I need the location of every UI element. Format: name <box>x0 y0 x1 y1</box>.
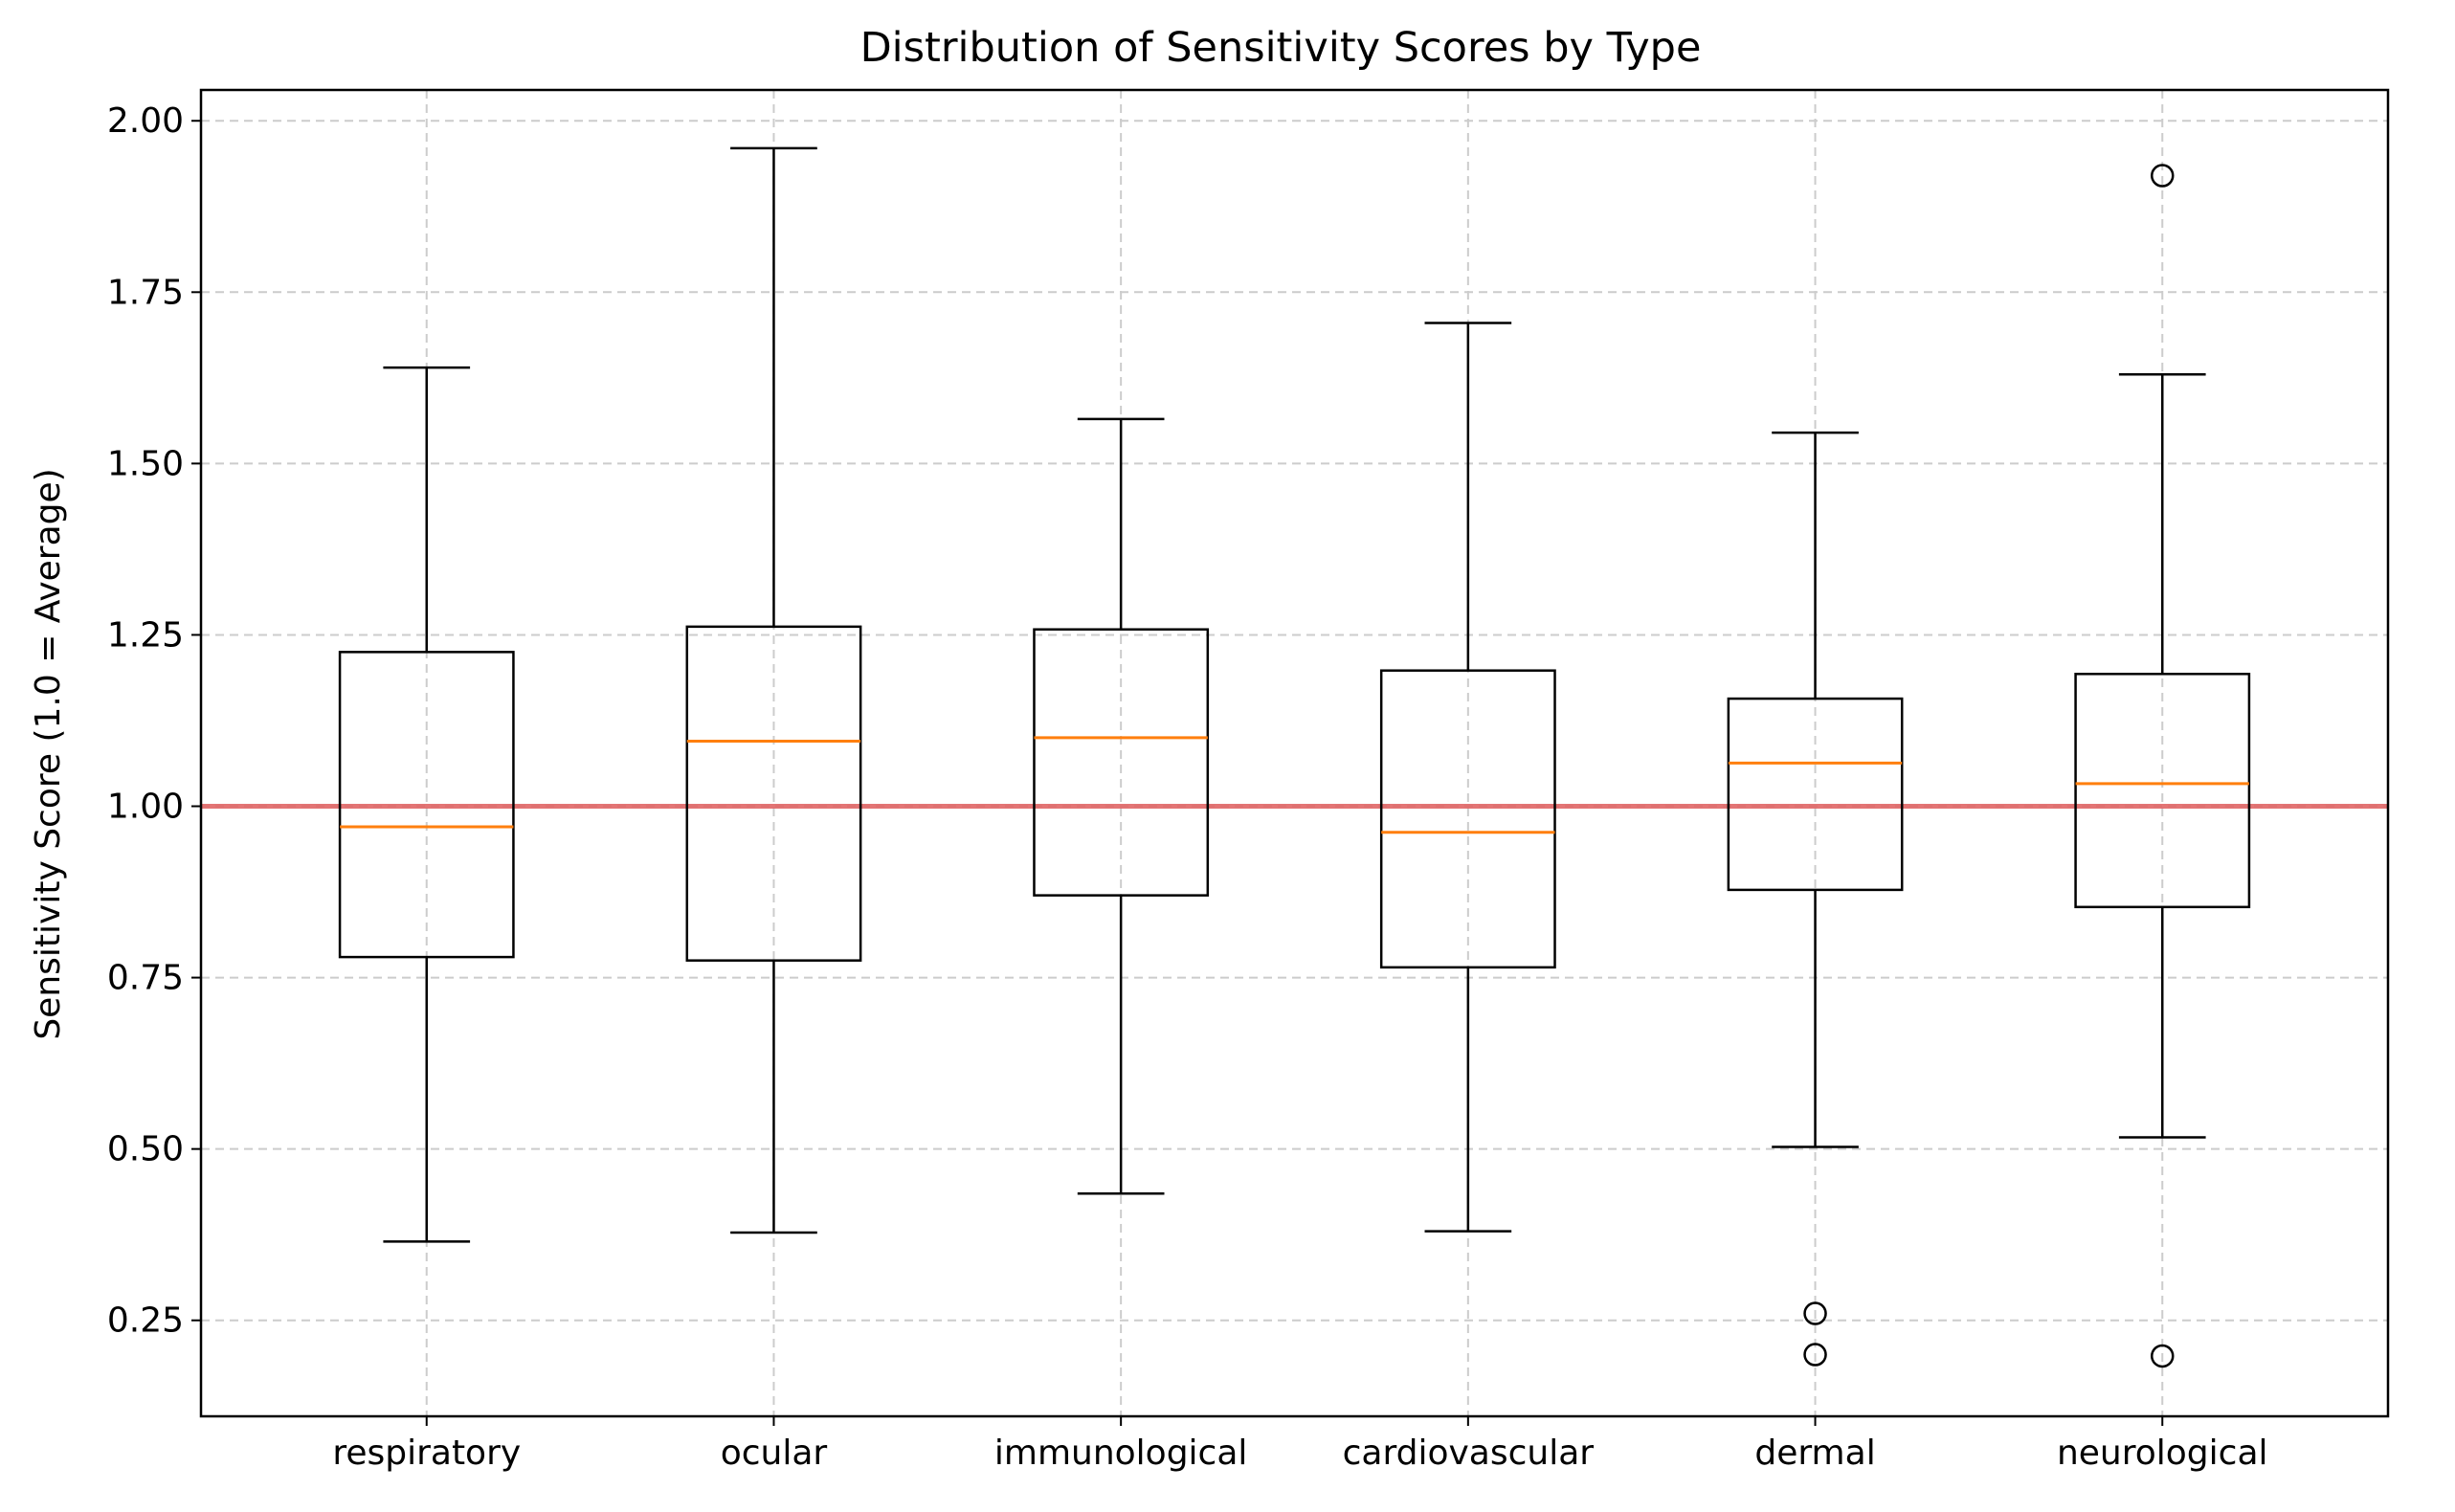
x-tick-label: respiratory <box>332 1434 521 1473</box>
y-tick-label: 1.50 <box>107 444 184 483</box>
y-axis-label: Sensitivity Score (1.0 = Average) <box>29 468 68 1039</box>
box-respiratory <box>338 366 515 1243</box>
box-cardiovascular <box>1379 322 1556 1233</box>
grid-lines <box>201 90 2388 1416</box>
boxes-group <box>338 146 2251 1368</box>
box-ocular <box>685 146 862 1234</box>
iqr-box <box>685 625 862 962</box>
box-dermal <box>1727 431 1904 1367</box>
x-tick-label: ocular <box>721 1434 828 1473</box>
y-tick-label: 0.25 <box>107 1301 184 1341</box>
iqr-box <box>1727 697 1904 892</box>
y-tick-label: 2.00 <box>107 101 184 141</box>
outlier-point <box>1803 1301 1827 1325</box>
outlier-point <box>1803 1343 1827 1367</box>
y-tick-label: 1.00 <box>107 788 184 827</box>
outlier-point <box>2150 164 2175 188</box>
x-tick-label: immunological <box>994 1434 1248 1473</box>
iqr-box <box>1033 628 1210 897</box>
box-immunological <box>1033 417 1210 1195</box>
ticks-group: 0.25 0.50 0.75 1.00 1.25 1.50 1.75 2.00 respirat… <box>107 101 2268 1473</box>
y-tick-label: 1.25 <box>107 615 184 655</box>
x-tick-label: dermal <box>1754 1434 1875 1473</box>
x-tick-label: neurological <box>2057 1434 2268 1473</box>
outlier-point <box>2150 1344 2175 1368</box>
iqr-box <box>338 651 515 959</box>
y-tick-label: 0.75 <box>107 959 184 998</box>
y-tick-label: 1.75 <box>107 273 184 312</box>
plot-area-frame <box>199 88 2390 1418</box>
y-tick-label: 0.50 <box>107 1130 184 1169</box>
x-tick-label: cardiovascular <box>1343 1434 1595 1473</box>
chart-title: Distribution of Sensitivity Scores by Ty… <box>860 24 1702 72</box>
box-neurological <box>2074 164 2251 1368</box>
iqr-box <box>2074 673 2251 909</box>
iqr-box <box>1379 669 1556 969</box>
